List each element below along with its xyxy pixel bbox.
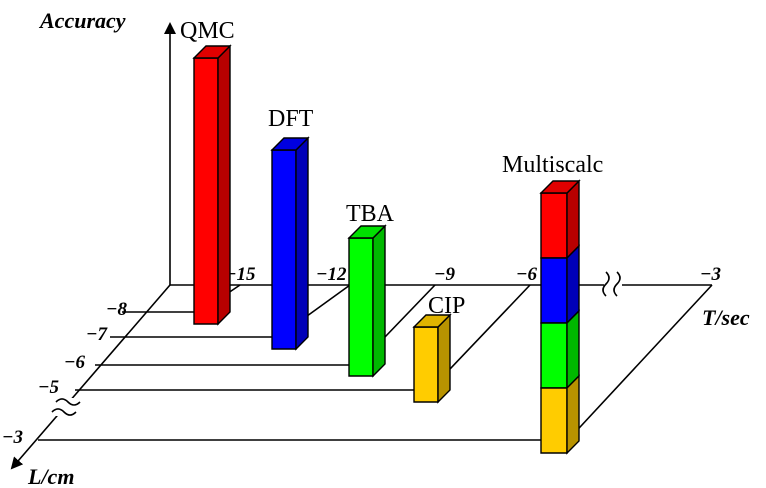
l-tick-label: −3 [2, 427, 23, 448]
cip-label: CIP [428, 293, 465, 319]
grid-diag-t3 [567, 284, 713, 441]
t-tick-label: −3 [700, 264, 721, 285]
l-tick-label: −7 [86, 324, 109, 345]
dft-label: DFT [268, 106, 314, 132]
bar-top-face [192, 45, 232, 59]
tba-label: TBA [346, 201, 395, 227]
t-axis-title: T/sec [702, 305, 750, 330]
bar-side-face [566, 244, 580, 325]
bar-side-face [217, 44, 231, 326]
bar-front-face [540, 322, 568, 389]
bar-dft [270, 136, 310, 351]
bar-top-face [347, 225, 387, 239]
l-tick-label: −5 [38, 377, 60, 398]
bar-front-face [540, 192, 568, 259]
bar-front-face [540, 387, 568, 454]
t-tick-label: −9 [434, 264, 456, 285]
accuracy-axis-title: Accuracy [38, 8, 126, 33]
bar-side-face [372, 224, 386, 378]
bar-front-face [348, 237, 374, 377]
l-tick-label: −6 [64, 352, 86, 373]
bar-side-face [295, 136, 309, 351]
l-axis-title: L/cm [27, 464, 74, 488]
bar-top-face [270, 137, 310, 151]
bar-side-face [566, 179, 580, 260]
bar-front-face [193, 57, 219, 325]
t-axis-break-mark [602, 271, 622, 299]
bar-cip [412, 313, 452, 404]
qmc-label: QMC [180, 18, 235, 44]
bar-front-face [413, 326, 439, 403]
t-tick-label: −6 [516, 264, 538, 285]
bar-multiscalc [539, 179, 581, 455]
t-tick-label: −12 [316, 264, 347, 285]
bar-side-face [437, 313, 451, 404]
bar-front-face [271, 149, 297, 350]
bar-front-face [540, 257, 568, 324]
bar-qmc [192, 44, 232, 326]
l-axis-arrow [10, 284, 171, 470]
bar-side-face [566, 374, 580, 455]
l-axis-break-mark [51, 398, 81, 416]
bar-tba [347, 224, 387, 378]
l-tick-label: −8 [106, 299, 128, 320]
bar-top-face [412, 314, 452, 328]
bar-side-face [566, 309, 580, 390]
bar-top-face [539, 180, 581, 194]
multiscalc-label: Multiscalc [502, 152, 603, 178]
t-tick-label: −15 [225, 264, 256, 285]
